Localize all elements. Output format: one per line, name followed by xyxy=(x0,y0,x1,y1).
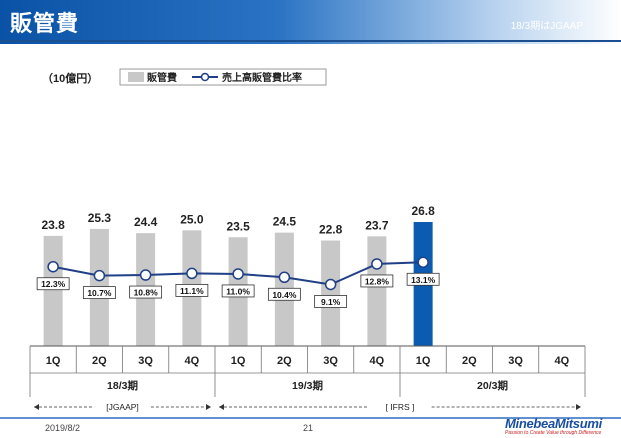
ratio-label-1: 12.3% xyxy=(41,279,66,289)
bar-value-label-8: 23.7 xyxy=(365,218,389,232)
header-underline xyxy=(0,40,621,42)
standard-span-2: [ IFRS ] xyxy=(219,402,581,412)
standard-arrow-left-2 xyxy=(219,404,224,410)
ratio-label-box-8 xyxy=(360,274,394,288)
category-label-5: 1Q xyxy=(231,355,246,367)
ratio-point-3 xyxy=(139,269,152,281)
group-label-2: 19/3期 xyxy=(292,379,323,392)
ratio-point-7 xyxy=(324,278,337,291)
category-label-7: 3Q xyxy=(323,355,338,367)
logo-tagline: Passion to Create Value through Differen… xyxy=(505,430,602,436)
standard-span-1: [JGAAP] xyxy=(34,402,211,412)
bar-value-label-6: 24.5 xyxy=(273,215,297,229)
category-label-11: 3Q xyxy=(508,355,523,367)
ratio-label-box-1 xyxy=(36,277,70,291)
category-label-12: 4Q xyxy=(555,355,570,367)
category-label-8: 4Q xyxy=(370,355,385,367)
category-label-4: 4Q xyxy=(185,355,200,367)
standard-arrow-right-2 xyxy=(576,404,581,410)
ratio-label-5: 11.0% xyxy=(226,286,250,296)
unit-label: （10億円） xyxy=(42,73,99,85)
ratio-label-box-5 xyxy=(221,284,255,298)
ratio-label-3: 10.8% xyxy=(134,288,159,298)
ratio-label-4: 11.1% xyxy=(180,286,204,296)
ratio-label-2: 10.7% xyxy=(87,288,112,298)
legend-line-label: 売上高販管費比率 xyxy=(222,71,302,84)
bar-value-label-7: 22.8 xyxy=(319,223,343,237)
ratio-point-5 xyxy=(232,268,244,280)
ratio-label-box-7 xyxy=(314,295,348,308)
bar-7 xyxy=(321,240,341,346)
ratio-label-7: 9.1% xyxy=(321,297,341,307)
bar-8 xyxy=(367,236,387,346)
bar-value-label-3: 24.4 xyxy=(134,215,158,229)
ratio-label-box-4 xyxy=(175,283,209,297)
bar-value-label-5: 23.5 xyxy=(226,219,250,233)
category-label-9: 1Q xyxy=(416,355,431,367)
ratio-label-box-3 xyxy=(129,285,163,299)
footer-date: 2019/8/2 xyxy=(45,423,81,433)
ratio-point-1 xyxy=(47,260,59,273)
ratio-point-2 xyxy=(93,269,106,282)
ratio-label-box-9 xyxy=(406,272,440,286)
ratio-label-9: 13.1% xyxy=(411,275,436,285)
bar-1 xyxy=(43,235,63,346)
category-label-3: 3Q xyxy=(138,355,153,367)
ratio-label-6: 10.4% xyxy=(272,290,297,300)
accounting-note: 18/3期はJGAAP xyxy=(510,21,583,32)
standard-arrow-right-1 xyxy=(206,404,211,410)
category-label-10: 2Q xyxy=(462,355,477,367)
standard-label-1: [JGAAP] xyxy=(106,402,139,412)
ratio-label-box-2 xyxy=(82,286,116,300)
page-title: 販管費 xyxy=(10,11,80,36)
legend-box xyxy=(119,68,327,86)
logo-name: MinebeaMitsumi xyxy=(505,416,602,431)
page-number: 21 xyxy=(303,423,314,433)
bar-value-label-2: 25.3 xyxy=(88,211,112,225)
bar-value-label-9: 26.8 xyxy=(411,204,435,218)
standard-label-2: [ IFRS ] xyxy=(386,402,415,412)
category-label-1: 1Q xyxy=(46,355,61,367)
legend-line-marker xyxy=(200,72,210,82)
ratio-label-box-6 xyxy=(267,287,301,301)
ratio-label-8: 12.8% xyxy=(365,276,390,286)
legend: 販管費 売上高販管費比率 xyxy=(119,68,327,86)
ratio-point-9 xyxy=(417,256,429,269)
company-logo: MinebeaMitsumi Passion to Create Value t… xyxy=(505,416,602,436)
bar-value-label-4: 25.0 xyxy=(180,212,204,226)
standard-arrow-left-1 xyxy=(34,404,39,410)
ratio-point-4 xyxy=(186,267,198,280)
ratio-point-8 xyxy=(371,258,383,270)
legend-bar-swatch xyxy=(128,72,144,82)
group-label-1: 18/3期 xyxy=(107,379,138,392)
ratio-point-6 xyxy=(278,271,291,284)
legend-bar-label: 販管費 xyxy=(147,71,177,84)
header-banner: 販管費 18/3期はJGAAP xyxy=(0,0,621,44)
category-label-2: 2Q xyxy=(92,355,107,367)
bar-value-label-1: 23.8 xyxy=(41,218,65,232)
category-label-6: 2Q xyxy=(277,355,292,367)
group-label-3: 20/3期 xyxy=(477,379,508,392)
